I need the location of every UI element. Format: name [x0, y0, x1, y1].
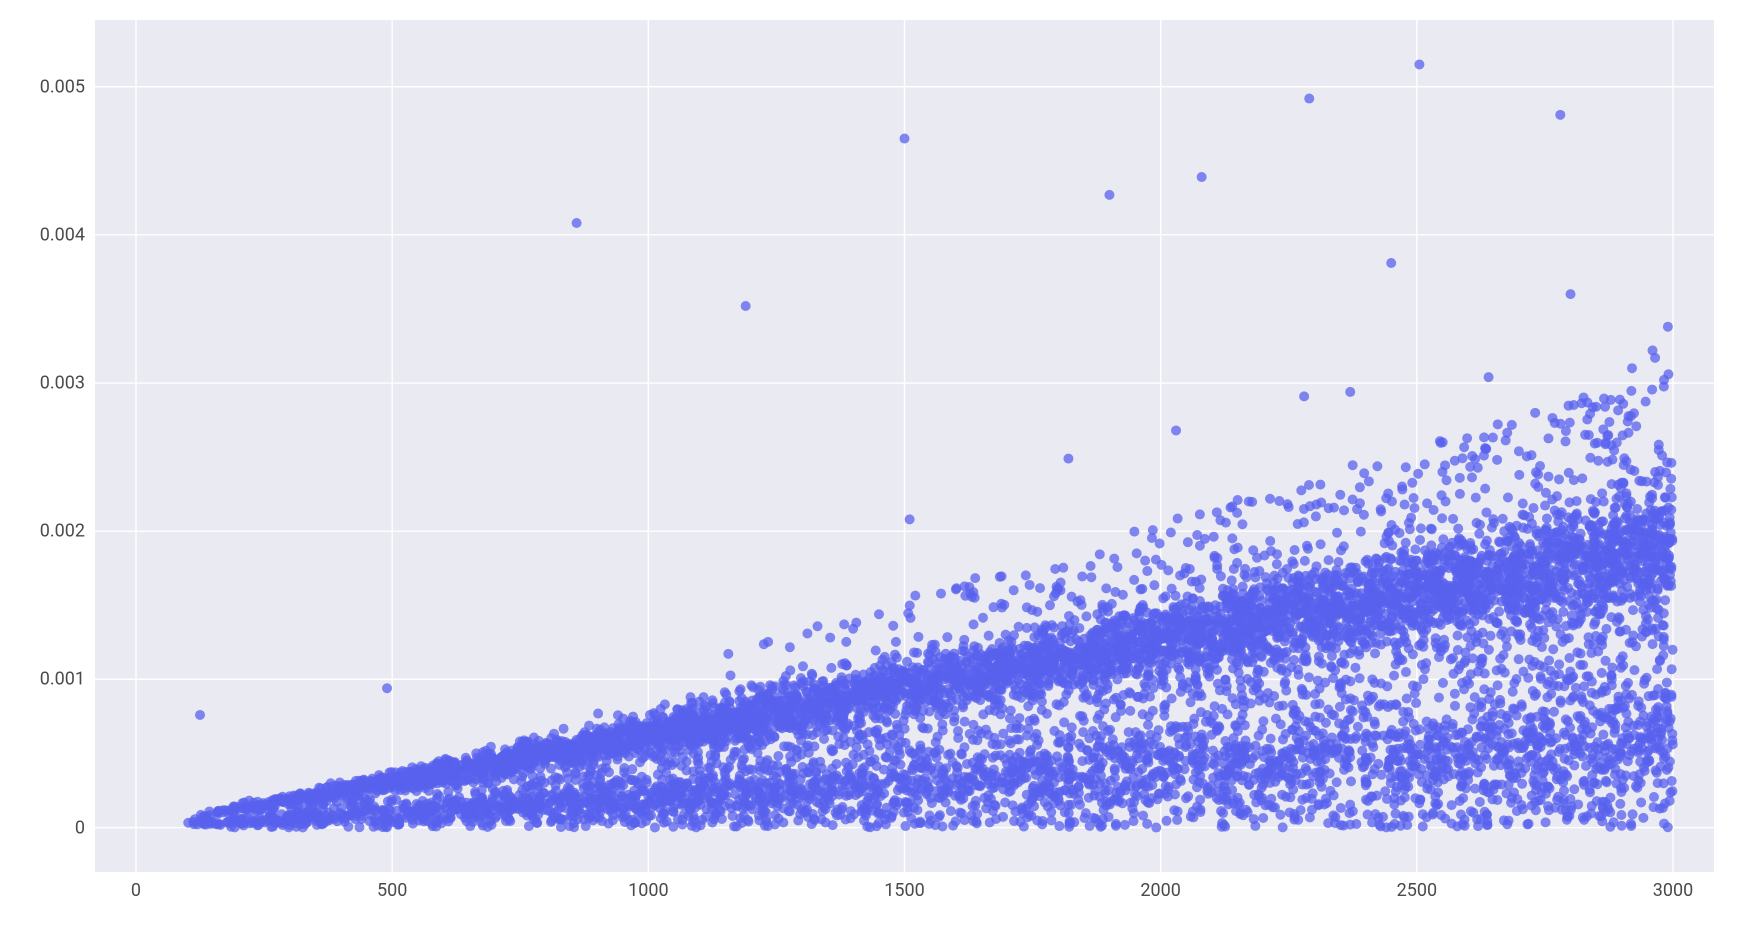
x-tick-label: 2000 — [1140, 880, 1180, 901]
x-tick-label: 1000 — [628, 880, 668, 901]
x-tick-label: 2500 — [1397, 880, 1437, 901]
y-tick-label: 0.002 — [40, 521, 85, 542]
y-tick-label: 0.003 — [40, 373, 85, 394]
x-tick-label: 1500 — [884, 880, 924, 901]
x-tick-label: 0 — [131, 880, 141, 901]
y-tick-label: 0 — [75, 817, 85, 838]
x-tick-label: 3000 — [1653, 880, 1693, 901]
y-tick-label: 0.004 — [40, 224, 85, 245]
y-tick-label: 0.001 — [40, 669, 85, 690]
scatter-chart: 0 500 1000 1500 2000 2500 3000 0 0.001 0.002 0.003… — [0, 0, 1749, 927]
x-tick-label: 500 — [377, 880, 407, 901]
chart-svg — [0, 0, 1749, 927]
y-tick-label: 0.005 — [40, 76, 85, 97]
